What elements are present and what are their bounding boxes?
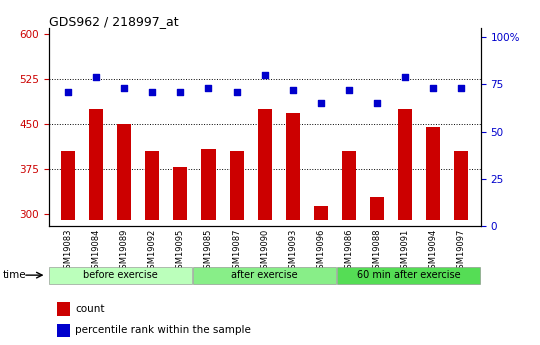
Point xyxy=(260,72,269,78)
Bar xyxy=(426,127,440,220)
Text: time: time xyxy=(3,270,26,280)
Bar xyxy=(117,124,131,220)
Bar xyxy=(370,197,384,220)
Bar xyxy=(57,324,70,337)
Bar xyxy=(61,151,75,220)
Bar xyxy=(173,167,187,220)
Text: after exercise: after exercise xyxy=(231,270,298,280)
Bar xyxy=(342,151,356,220)
Point xyxy=(148,89,157,95)
Point xyxy=(120,85,129,91)
Point xyxy=(204,85,213,91)
Bar xyxy=(286,113,300,220)
Point xyxy=(288,87,297,93)
Bar xyxy=(314,206,328,220)
Point xyxy=(345,87,353,93)
Point xyxy=(316,100,325,106)
Text: percentile rank within the sample: percentile rank within the sample xyxy=(76,325,251,335)
Bar xyxy=(338,267,480,284)
Text: GDS962 / 218997_at: GDS962 / 218997_at xyxy=(49,16,178,29)
Bar xyxy=(258,109,272,220)
Point xyxy=(373,100,381,106)
Text: before exercise: before exercise xyxy=(83,270,158,280)
Point xyxy=(92,74,100,79)
Point xyxy=(232,89,241,95)
Bar xyxy=(230,151,244,220)
Text: 60 min after exercise: 60 min after exercise xyxy=(357,270,461,280)
Bar xyxy=(454,151,468,220)
Bar xyxy=(50,267,192,284)
Bar xyxy=(398,109,412,220)
Point xyxy=(429,85,437,91)
Bar xyxy=(145,151,159,220)
Bar xyxy=(201,149,215,220)
Text: count: count xyxy=(76,304,105,314)
Point xyxy=(457,85,465,91)
Point xyxy=(64,89,72,95)
Point xyxy=(401,74,409,79)
Bar xyxy=(193,267,336,284)
Point xyxy=(176,89,185,95)
Bar xyxy=(57,302,70,316)
Bar xyxy=(89,109,103,220)
